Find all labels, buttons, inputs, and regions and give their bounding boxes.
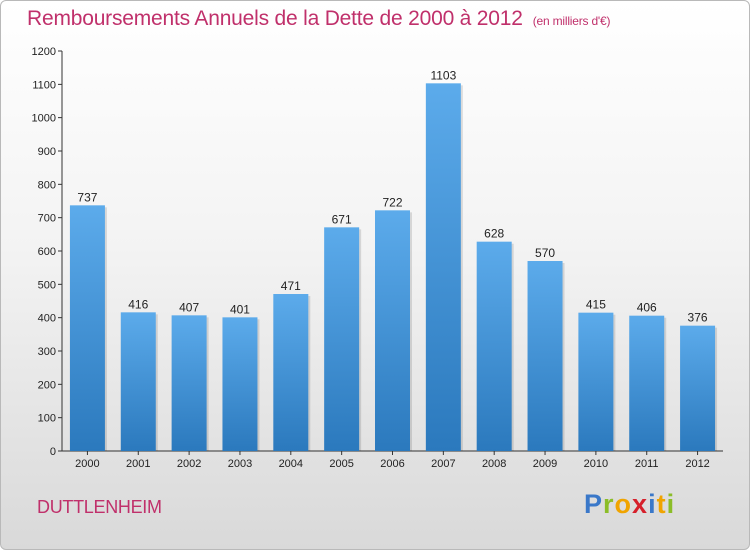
data-label: 471	[281, 279, 301, 293]
unit-note: (en milliers d'€)	[532, 14, 611, 28]
bar	[171, 315, 207, 451]
bar	[425, 83, 461, 451]
bar	[273, 294, 309, 451]
logo-letter: i	[648, 489, 657, 519]
x-tick-label: 2005	[329, 458, 353, 470]
x-tick-label: 2010	[584, 458, 608, 470]
y-tick-label: 900	[38, 146, 56, 158]
y-tick-label: 500	[38, 279, 56, 291]
bar	[375, 210, 410, 451]
y-tick-label: 700	[38, 213, 56, 225]
chart-title-text: Remboursements Annuels de la Dette de 20…	[27, 7, 523, 30]
data-label: 722	[382, 195, 402, 209]
logo-letter: o	[614, 489, 633, 519]
y-tick-label: 0	[50, 446, 56, 458]
bar	[527, 261, 563, 451]
chart-title: Remboursements Annuels de la Dette de 20…	[27, 7, 610, 31]
x-tick-label: 2002	[177, 458, 201, 470]
y-tick-label: 600	[38, 246, 56, 258]
data-label: 407	[179, 300, 199, 314]
data-label: 416	[128, 297, 148, 311]
data-label: 628	[484, 227, 504, 241]
y-tick-label: 800	[38, 179, 56, 191]
data-label: 1103	[430, 68, 456, 82]
x-tick-label: 2011	[635, 458, 659, 470]
bar	[69, 205, 105, 451]
logo-letter: r	[603, 489, 615, 519]
bar	[578, 312, 614, 451]
data-label: 671	[332, 212, 352, 226]
x-tick-label: 2012	[685, 458, 709, 470]
data-label: 376	[688, 311, 708, 325]
data-label: 737	[77, 190, 97, 204]
x-tick-label: 2009	[533, 458, 557, 470]
x-tick-label: 2008	[482, 458, 506, 470]
bar	[629, 315, 665, 451]
logo-letter: i	[666, 489, 676, 519]
y-tick-label: 200	[38, 379, 56, 391]
bar	[222, 317, 258, 451]
x-tick-label: 2000	[75, 458, 99, 470]
x-tick-label: 2006	[380, 458, 404, 470]
y-tick-label: 100	[38, 413, 56, 425]
x-tick-label: 2003	[228, 458, 252, 470]
bar	[680, 325, 716, 451]
data-label: 406	[637, 301, 657, 315]
data-label: 401	[230, 302, 250, 316]
y-tick-label: 1100	[32, 79, 56, 91]
x-tick-label: 2001	[126, 458, 150, 470]
x-tick-label: 2004	[279, 458, 303, 470]
logo-letter: P	[584, 489, 604, 519]
bar	[476, 241, 512, 451]
data-label: 415	[586, 298, 606, 312]
bar	[324, 227, 360, 451]
proxiti-logo: Proxiti	[584, 489, 675, 520]
data-label: 570	[535, 246, 555, 260]
x-tick-label: 2007	[431, 458, 455, 470]
logo-letter: t	[656, 489, 667, 519]
y-tick-label: 1000	[32, 113, 56, 125]
y-tick-label: 300	[38, 346, 56, 358]
bar	[120, 312, 156, 451]
y-tick-label: 400	[38, 313, 56, 325]
y-tick-label: 1200	[32, 46, 56, 58]
logo-letter: x	[632, 489, 649, 519]
commune-name: DUTTLENHEIM	[37, 497, 162, 517]
